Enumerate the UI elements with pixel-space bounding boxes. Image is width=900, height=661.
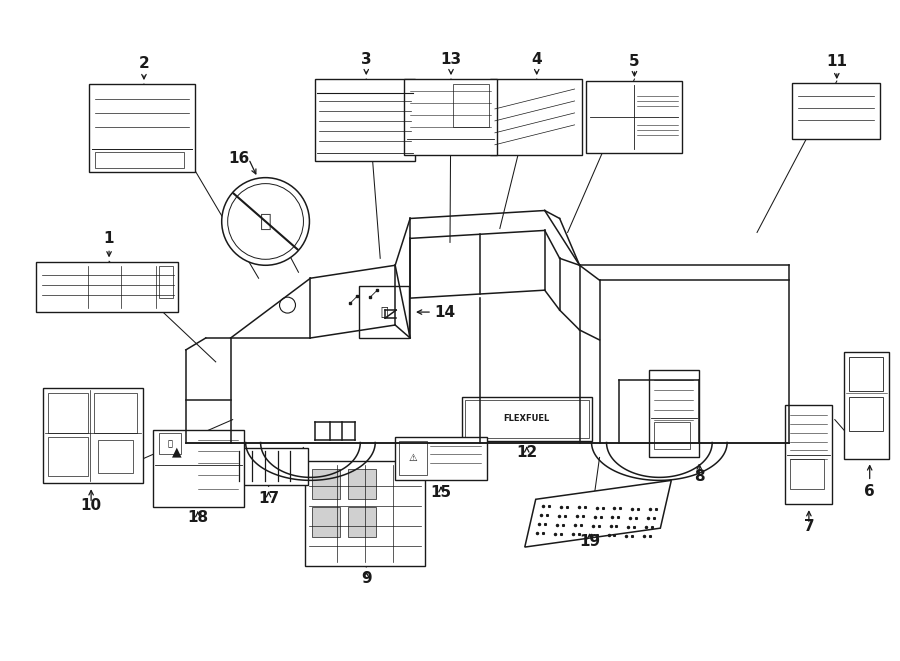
Bar bbox=[586, 81, 682, 153]
Bar bbox=[849, 397, 883, 430]
Bar bbox=[785, 405, 832, 504]
Bar bbox=[849, 357, 883, 391]
Bar bbox=[359, 286, 410, 338]
Text: 16: 16 bbox=[228, 151, 249, 166]
Text: 3: 3 bbox=[361, 52, 372, 67]
Text: 2: 2 bbox=[139, 56, 149, 71]
Text: 15: 15 bbox=[430, 485, 452, 500]
Text: 17: 17 bbox=[258, 490, 279, 506]
Bar bbox=[650, 370, 699, 457]
Bar bbox=[465, 400, 589, 438]
Bar bbox=[462, 397, 591, 440]
Bar bbox=[43, 388, 143, 483]
Bar bbox=[844, 352, 888, 459]
Bar bbox=[229, 447, 309, 485]
Bar bbox=[315, 79, 415, 161]
Text: 11: 11 bbox=[826, 54, 847, 69]
Bar bbox=[348, 469, 376, 499]
Bar bbox=[94, 393, 137, 432]
Circle shape bbox=[228, 184, 303, 259]
Bar bbox=[792, 83, 879, 139]
Bar bbox=[453, 84, 489, 127]
Bar bbox=[159, 266, 173, 298]
Bar bbox=[312, 469, 340, 499]
Text: 19: 19 bbox=[579, 533, 600, 549]
Polygon shape bbox=[525, 481, 671, 547]
Bar bbox=[49, 436, 88, 477]
Bar bbox=[153, 430, 244, 507]
Text: 📋: 📋 bbox=[167, 439, 173, 448]
Text: 5: 5 bbox=[629, 54, 640, 69]
Bar bbox=[348, 507, 376, 537]
Bar bbox=[404, 79, 497, 155]
Bar bbox=[395, 436, 487, 481]
Text: 6: 6 bbox=[864, 484, 875, 499]
Text: 12: 12 bbox=[516, 445, 537, 460]
Bar bbox=[312, 507, 340, 537]
Bar bbox=[305, 461, 425, 566]
Bar bbox=[159, 432, 181, 455]
Text: 🚷: 🚷 bbox=[260, 212, 272, 231]
Bar bbox=[400, 440, 428, 475]
Text: ✋: ✋ bbox=[381, 305, 388, 319]
Text: 14: 14 bbox=[435, 305, 455, 319]
Bar bbox=[36, 262, 178, 312]
Text: 4: 4 bbox=[531, 52, 542, 67]
Text: 13: 13 bbox=[440, 52, 462, 67]
Text: 9: 9 bbox=[361, 572, 372, 586]
Bar bbox=[490, 79, 581, 155]
Text: 1: 1 bbox=[104, 231, 114, 246]
Text: 8: 8 bbox=[694, 469, 705, 484]
Bar bbox=[98, 440, 133, 473]
Bar bbox=[654, 422, 690, 449]
Text: 7: 7 bbox=[804, 519, 814, 533]
Bar bbox=[95, 152, 184, 168]
Text: ⚠: ⚠ bbox=[409, 453, 418, 463]
Text: FLEXFUEL: FLEXFUEL bbox=[504, 414, 550, 423]
Bar bbox=[790, 459, 824, 489]
Text: ▲: ▲ bbox=[172, 445, 182, 458]
Bar bbox=[89, 84, 194, 172]
Circle shape bbox=[221, 178, 310, 265]
Circle shape bbox=[280, 297, 295, 313]
Text: 10: 10 bbox=[80, 498, 102, 513]
Text: 18: 18 bbox=[187, 510, 208, 525]
Bar bbox=[49, 393, 88, 432]
